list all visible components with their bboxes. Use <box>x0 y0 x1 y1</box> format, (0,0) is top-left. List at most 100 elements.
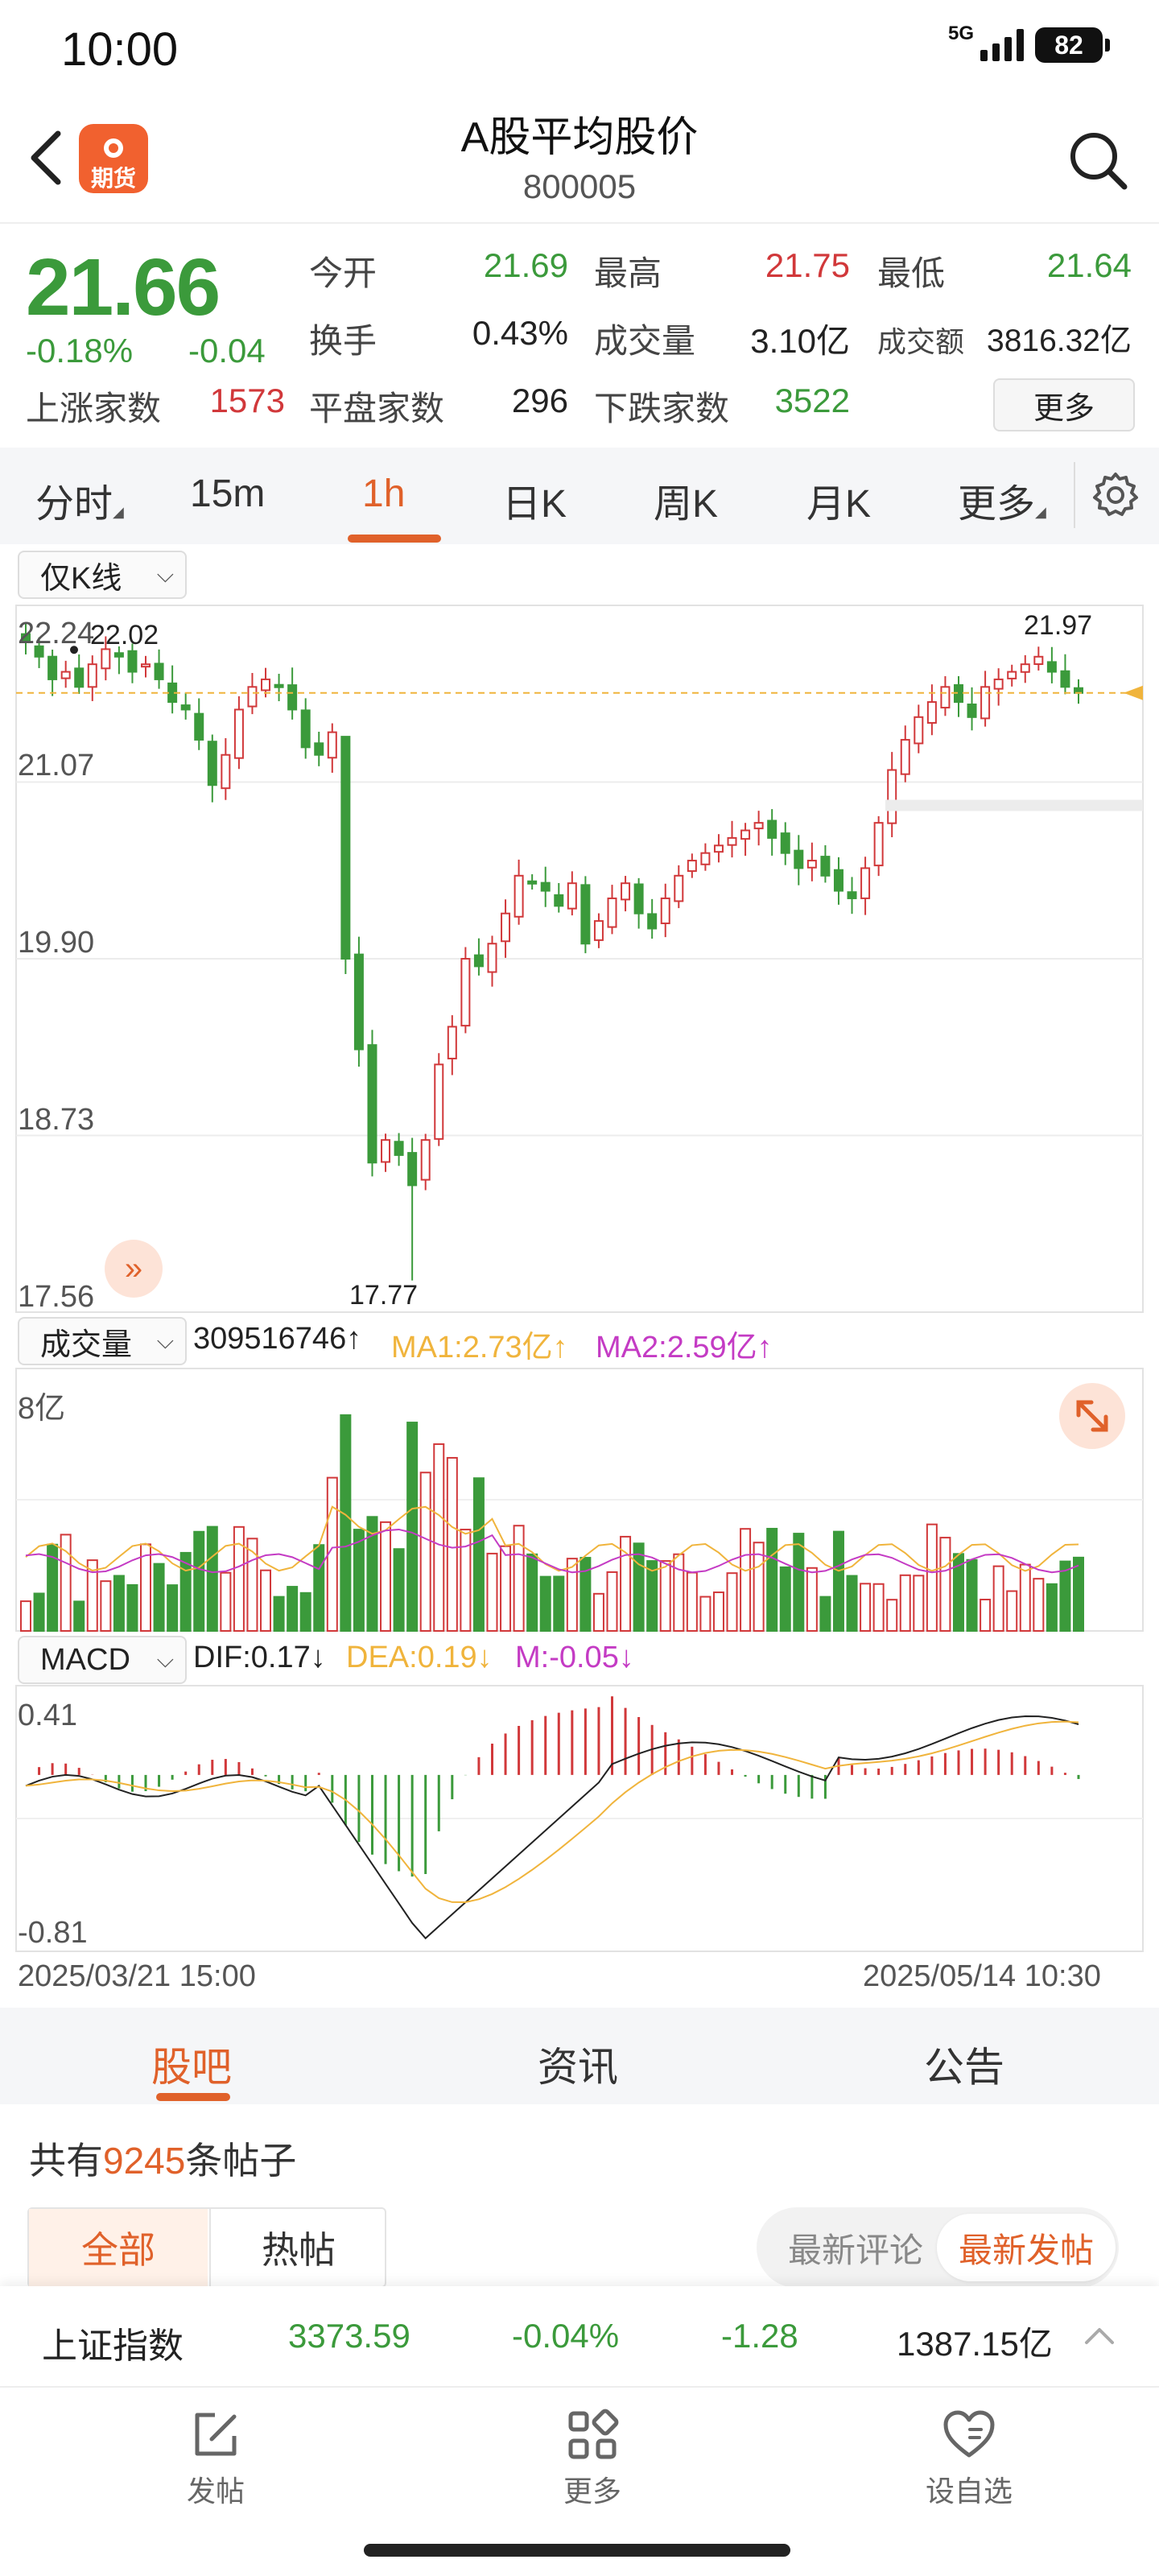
home-indicator <box>364 2544 790 2557</box>
tab-timeshare[interactable]: 分时◢ <box>35 472 124 528</box>
volume-bar <box>832 1530 844 1633</box>
expand-left-button[interactable]: » <box>105 1240 163 1298</box>
index-change-percent: -0.04% <box>512 2317 620 2355</box>
volume-bar <box>846 1575 858 1632</box>
sort-latest-comment-button[interactable]: 最新评论 <box>771 2207 940 2288</box>
volume-bar <box>33 1592 45 1633</box>
flat-count-value: 296 <box>511 382 568 419</box>
active-tab-indicator <box>156 2093 230 2101</box>
y-tick-label: 21.07 <box>18 749 95 782</box>
candle-body <box>113 652 124 658</box>
down-count-label: 下跌家数 <box>594 390 730 427</box>
volume-bar <box>526 1553 538 1632</box>
candle-body <box>660 897 670 925</box>
kline-chart[interactable] <box>0 547 1159 1996</box>
nav-post[interactable]: 发帖 <box>135 2407 296 2510</box>
macd-indicator-dropdown[interactable]: MACD ⌵ <box>18 1636 187 1684</box>
tab-15m[interactable]: 15m <box>190 472 265 516</box>
sort-latest-post-button[interactable]: 最新发帖 <box>937 2214 1116 2281</box>
security-code: 800005 <box>522 167 637 205</box>
candle-body <box>74 667 85 688</box>
volume-bar <box>886 1599 898 1632</box>
nav-label: 更多 <box>563 2475 621 2508</box>
candle-body <box>540 881 551 892</box>
change-percent: -0.18% <box>26 332 134 369</box>
volume-bar <box>620 1535 632 1632</box>
dropdown-label: 成交量 <box>40 1327 133 1362</box>
info-tabs <box>0 2008 1159 2104</box>
candle-body <box>127 650 138 673</box>
dropdown-label: 仅K线 <box>40 561 122 596</box>
tab-daily-k[interactable]: 日K <box>502 472 567 528</box>
post-count-number: 9245 <box>103 2140 186 2182</box>
tab-1h[interactable]: 1h <box>362 472 405 516</box>
low-value: 21.64 <box>1046 246 1132 284</box>
volume-bar <box>153 1563 165 1633</box>
search-button[interactable] <box>1066 129 1131 193</box>
chevron-down-icon: ⌵ <box>156 561 174 587</box>
y-tick-label: 19.90 <box>18 926 95 960</box>
kline-mode-dropdown[interactable]: 仅K线 ⌵ <box>18 551 187 599</box>
fullscreen-button[interactable] <box>1059 1383 1125 1449</box>
volume-bar <box>486 1552 498 1633</box>
nav-add-watchlist[interactable]: 设自选 <box>889 2407 1050 2510</box>
nav-label: 设自选 <box>925 2475 1013 2508</box>
tab-weekly-k[interactable]: 周K <box>654 472 718 528</box>
y-tick-label: 22.24 <box>18 617 95 650</box>
volume-bar <box>659 1560 671 1632</box>
period-tabs <box>0 448 1159 544</box>
nav-more[interactable]: 更多 <box>512 2407 673 2510</box>
volume-bar <box>913 1575 925 1633</box>
flat-count-label: 平盘家数 <box>309 390 445 427</box>
candle-body <box>713 844 724 853</box>
dea-line <box>25 1720 1079 1903</box>
tab-label: 月K <box>806 483 872 526</box>
candle-body <box>340 736 351 960</box>
candle-body <box>873 822 884 867</box>
filter-hot-button[interactable]: 热帖 <box>209 2209 386 2286</box>
expand-index-button[interactable] <box>1082 2318 1117 2358</box>
volume-value: 3.10亿 <box>750 322 850 360</box>
low-label: 最低 <box>877 254 946 292</box>
candle-body <box>1060 670 1070 688</box>
tab-more[interactable]: 更多◢ <box>958 472 1046 528</box>
ma1-line <box>25 1505 1079 1572</box>
volume-bar <box>126 1583 138 1633</box>
filter-all-button[interactable]: 全部 <box>29 2209 208 2286</box>
candle-body <box>381 1139 391 1163</box>
tab-forum[interactable]: 股吧 <box>151 2035 232 2093</box>
volume-bar <box>406 1422 419 1632</box>
candle-body <box>261 678 271 691</box>
tab-label: 分时 <box>35 483 113 526</box>
volume-bar <box>446 1456 458 1633</box>
amount-label: 成交额 <box>877 325 965 358</box>
tab-news[interactable]: 资讯 <box>538 2035 618 2093</box>
volume-bar <box>673 1553 685 1632</box>
status-time: 10:00 <box>61 23 179 76</box>
volume-indicator-dropdown[interactable]: 成交量 ⌵ <box>18 1317 187 1365</box>
ma1-readout: MA1:2.73亿↑ <box>391 1331 568 1364</box>
turnover-rate-value: 0.43% <box>472 314 568 352</box>
last-price: 21.66 <box>26 242 221 332</box>
tab-announcements[interactable]: 公告 <box>924 2035 1004 2093</box>
candle-body <box>580 884 591 945</box>
back-button[interactable] <box>23 121 71 193</box>
page-title: A股平均股价 <box>460 114 699 161</box>
volume-bar <box>633 1542 645 1633</box>
candle-body <box>274 683 284 688</box>
index-ticker-bar[interactable] <box>0 2286 1159 2386</box>
logo-text: 期货 <box>90 166 136 191</box>
volume-bar <box>20 1600 31 1633</box>
chart-settings-button[interactable] <box>1091 471 1140 519</box>
tab-monthly-k[interactable]: 月K <box>806 472 871 528</box>
volume-bar <box>740 1528 752 1632</box>
open-label: 今开 <box>309 254 377 292</box>
macd-bottom-label: -0.81 <box>18 1916 88 1950</box>
volume-bar <box>646 1560 658 1633</box>
app-logo: 期货 <box>79 124 148 193</box>
candle-body <box>900 738 910 775</box>
more-quote-button[interactable]: 更多 <box>993 378 1135 431</box>
candle-body <box>420 1139 431 1181</box>
volume-bar <box>220 1571 232 1632</box>
volume-bar <box>872 1583 885 1632</box>
